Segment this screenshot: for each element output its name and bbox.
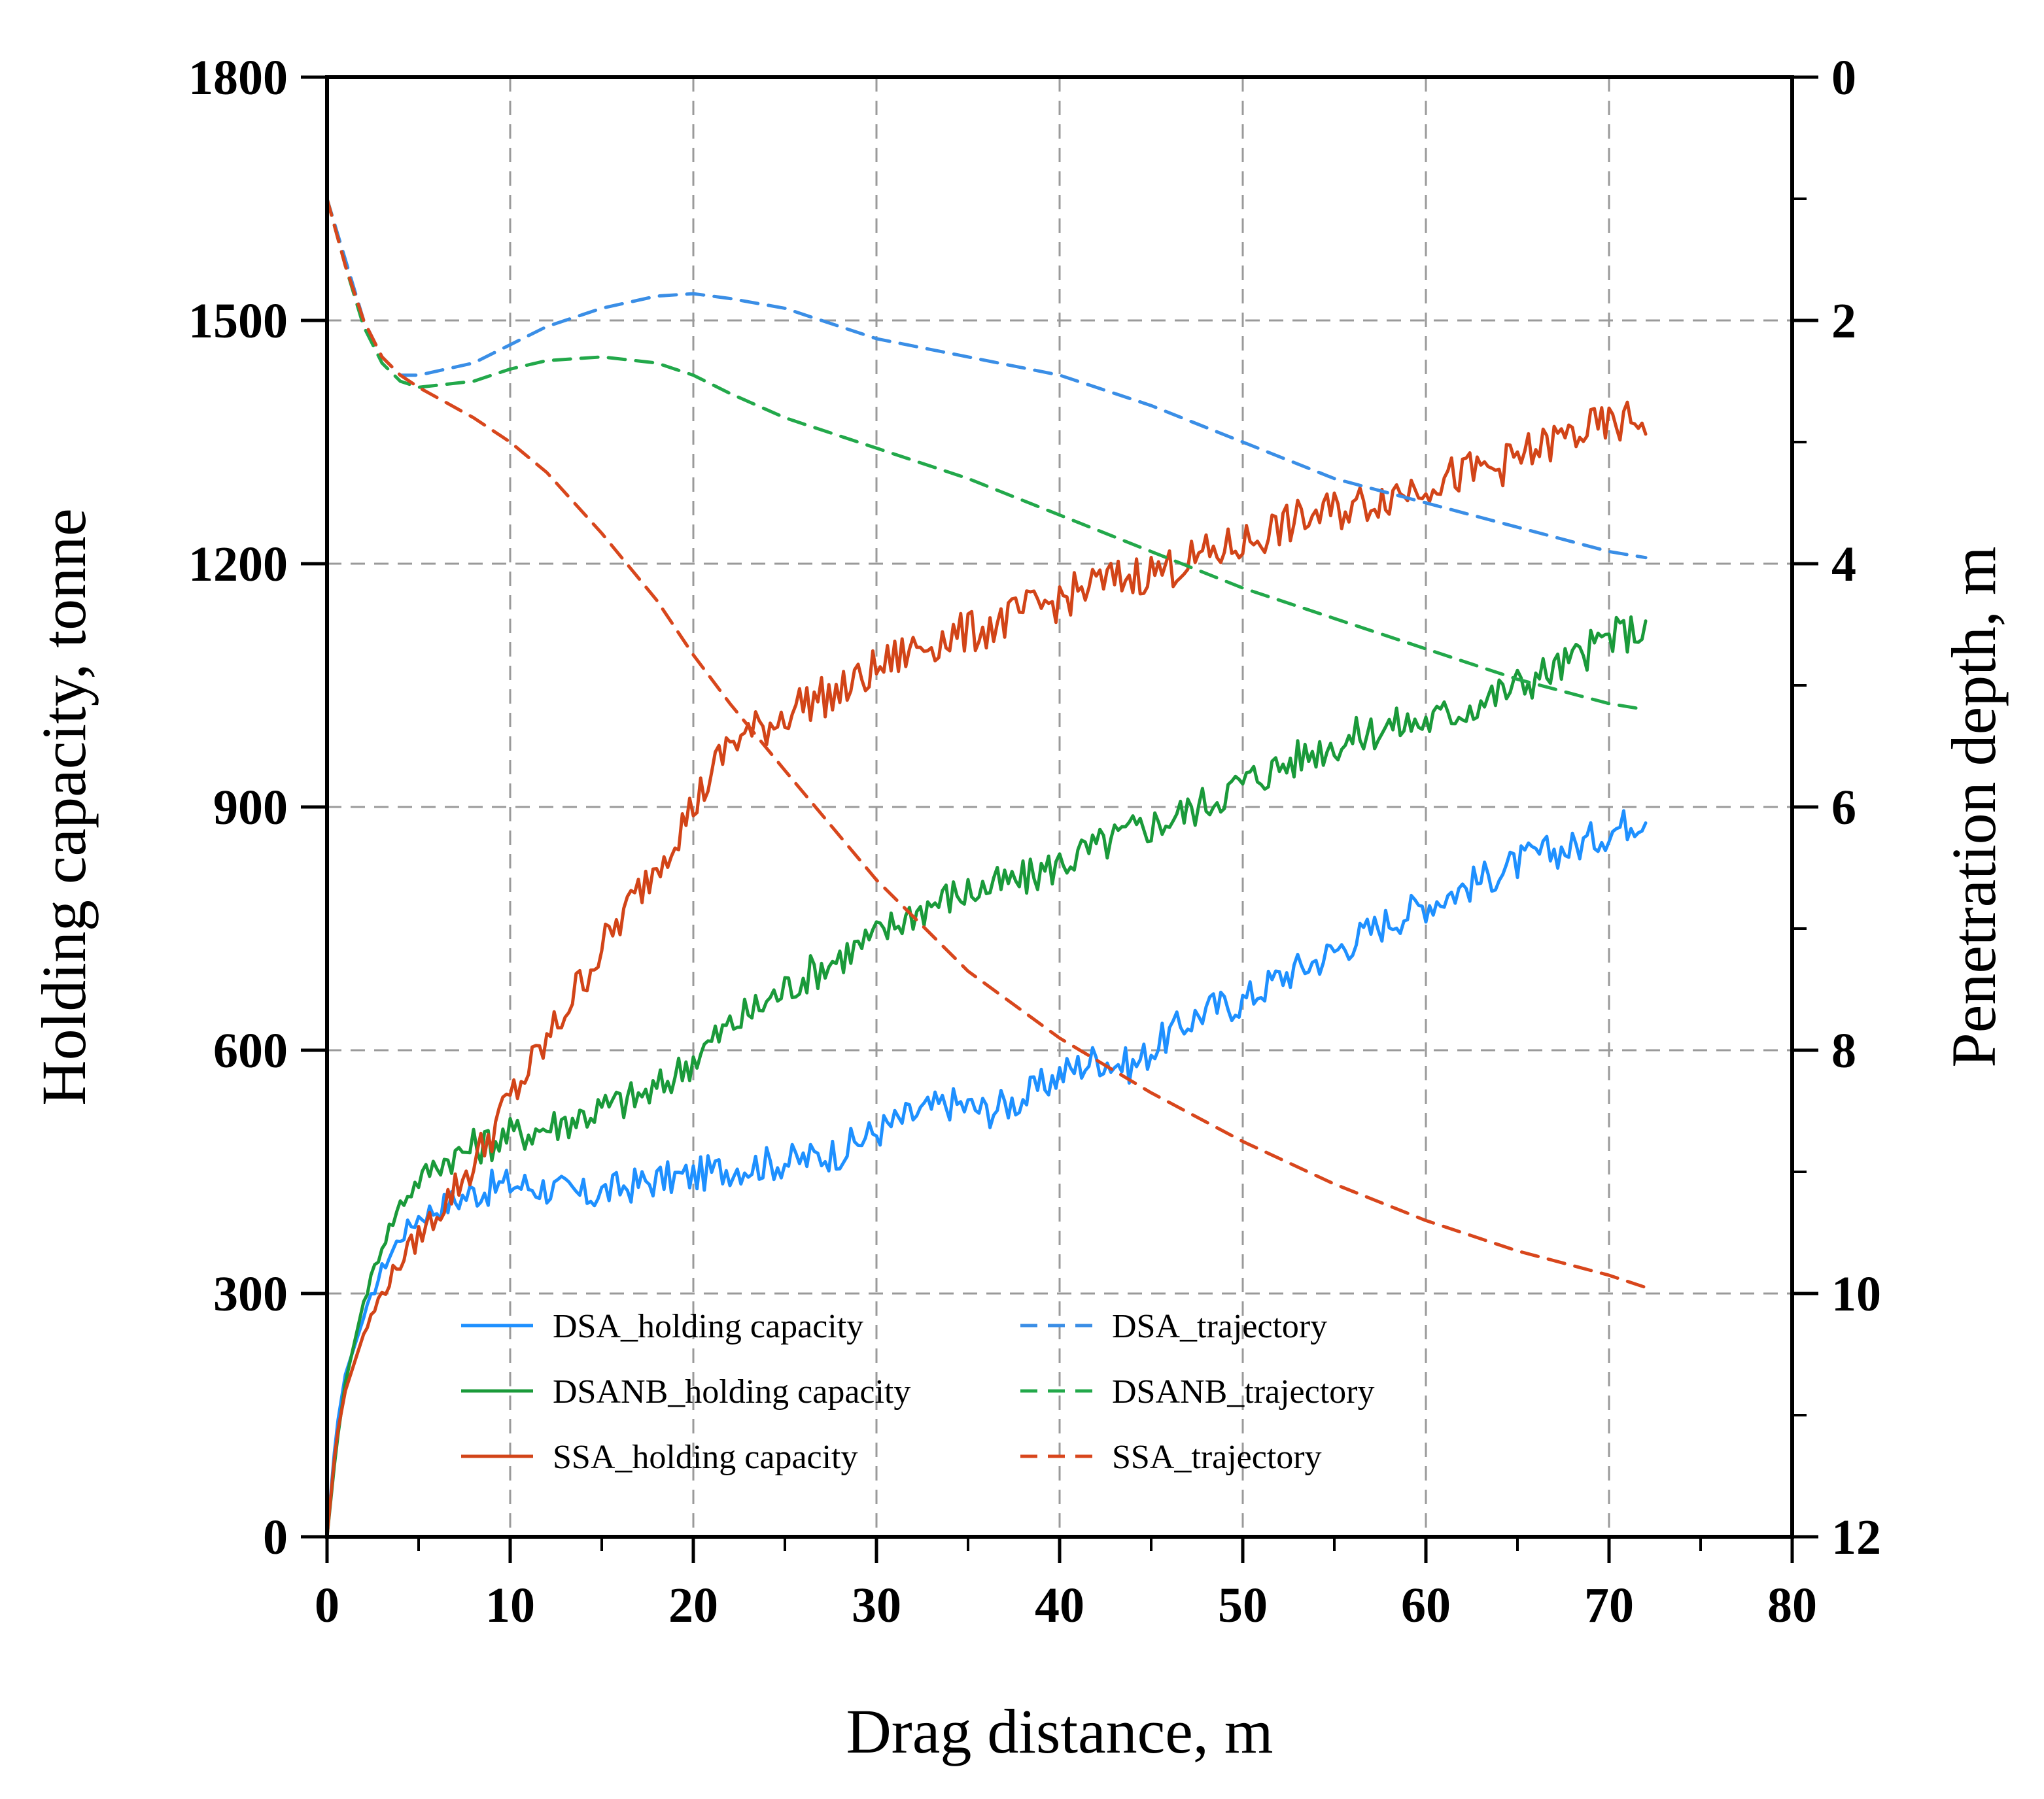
y-right-tick-label: 0 <box>1831 50 1856 105</box>
legend-item-dsanb-holding-capacity: DSANB_holding capacity <box>461 1373 910 1411</box>
y-right-tick-label: 4 <box>1831 537 1856 592</box>
legend-item-dsa-trajectory: DSA_trajectory <box>1020 1308 1327 1345</box>
legend-label-dsa-holding-capacity: DSA_holding capacity <box>553 1308 863 1345</box>
x-tick-label: 70 <box>1584 1578 1634 1633</box>
x-tick-label: 80 <box>1767 1578 1817 1633</box>
x-tick-label: 30 <box>852 1578 901 1633</box>
legend-label-ssa-trajectory: SSA_trajectory <box>1112 1439 1322 1476</box>
series-line-ssa-trajectory <box>325 197 1648 1290</box>
legend-label-ssa-holding-capacity: SSA_holding capacity <box>553 1439 858 1476</box>
y-left-tick-label: 900 <box>213 780 288 835</box>
x-axis-title: Drag distance, m <box>846 1696 1273 1766</box>
x-tick-label: 0 <box>315 1578 339 1633</box>
y-left-tick-label: 1800 <box>188 50 288 105</box>
y-right-tick-label: 8 <box>1831 1023 1856 1078</box>
x-tick-label: 60 <box>1401 1578 1451 1633</box>
legend-item-ssa-holding-capacity: SSA_holding capacity <box>461 1439 858 1476</box>
series-line-dsa-holding-capacity <box>325 809 1648 1539</box>
y-right-tick-label: 10 <box>1831 1267 1881 1322</box>
legend: DSA_holding capacity DSANB_holding capac… <box>461 1308 1374 1476</box>
y-axis-right-title: Penetration depth, m <box>1939 546 2009 1067</box>
x-tick-label: 50 <box>1218 1578 1268 1633</box>
series-line-ssa-holding-capacity <box>325 400 1648 1539</box>
series-line-dsanb-trajectory <box>325 197 1648 711</box>
y-right-tick-label: 2 <box>1831 294 1856 349</box>
tick-marks <box>301 75 1818 1563</box>
y-left-tick-label: 1500 <box>188 294 288 349</box>
legend-label-dsanb-holding-capacity: DSANB_holding capacity <box>553 1373 910 1411</box>
y-left-tick-label: 1200 <box>188 537 288 592</box>
tick-labels: 0 10 20 30 40 50 60 70 80 0 300 600 900 1200 1500 1800 0… <box>188 50 1881 1633</box>
series-line-dsanb-holding-capacity <box>325 615 1648 1539</box>
legend-item-dsa-holding-capacity: DSA_holding capacity <box>461 1308 863 1345</box>
grid-lines <box>327 77 1792 1537</box>
series-layer <box>325 197 1648 1539</box>
x-tick-label: 40 <box>1035 1578 1084 1633</box>
x-tick-label: 20 <box>668 1578 718 1633</box>
y-right-tick-label: 12 <box>1831 1510 1881 1565</box>
y-right-tick-label: 6 <box>1831 780 1856 835</box>
legend-label-dsa-trajectory: DSA_trajectory <box>1112 1308 1327 1345</box>
legend-item-ssa-trajectory: SSA_trajectory <box>1020 1439 1322 1476</box>
y-left-tick-label: 0 <box>263 1510 288 1565</box>
y-left-tick-label: 600 <box>213 1023 288 1078</box>
y-axis-left-title: Holding capacity, tonne <box>29 508 99 1106</box>
series-line-dsa-trajectory <box>325 197 1648 560</box>
legend-label-dsanb-trajectory: DSANB_trajectory <box>1112 1373 1374 1411</box>
legend-item-dsanb-trajectory: DSANB_trajectory <box>1020 1373 1374 1411</box>
y-left-tick-label: 300 <box>213 1267 288 1322</box>
x-tick-label: 10 <box>485 1578 535 1633</box>
